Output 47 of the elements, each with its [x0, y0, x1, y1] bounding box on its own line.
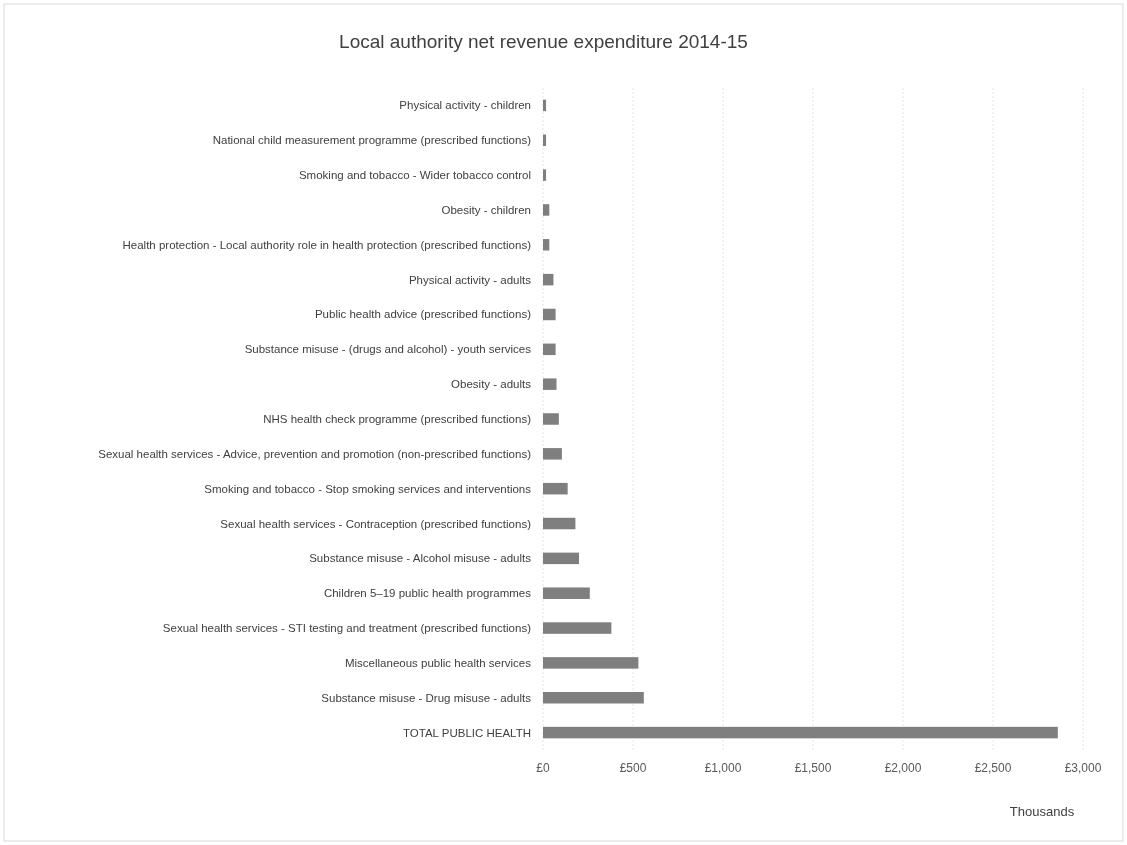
y-tick-label: Physical activity - children: [399, 99, 531, 112]
y-tick-label: Substance misuse - (drugs and alcohol) - youth services: [244, 343, 532, 356]
x-tick-label: £2,500: [974, 761, 1012, 775]
bar: [543, 204, 550, 216]
y-tick-label: Miscellaneous public health services: [344, 656, 532, 669]
bar: [543, 413, 559, 425]
bar: [543, 622, 612, 634]
bar: [543, 657, 639, 669]
y-tick-label: Substance misuse - Drug misuse - adults: [321, 691, 532, 704]
y-tick-label: Public health advice (prescribed functions): [314, 308, 532, 321]
y-tick-label: Sexual health services - Contraception (prescribed functions): [220, 517, 532, 530]
x-tick-label: £2,000: [884, 761, 922, 775]
y-tick-label: Sexual health services - Advice, prevention and promotion (non-prescribed functions): [98, 447, 532, 460]
bar: [543, 726, 1058, 739]
bar: [543, 378, 557, 390]
bar: [543, 482, 568, 495]
bar: [543, 448, 562, 460]
y-tick-label: Smoking and tobacco - Stop smoking services and interventions: [204, 482, 532, 495]
bar: [543, 517, 576, 530]
x-axis-title: Thousands: [1009, 804, 1075, 819]
y-tick-label: Smoking and tobacco - Wider tobacco control: [298, 169, 531, 182]
y-tick-label: Substance misuse - Alcohol misuse - adults: [309, 552, 532, 565]
bar: [543, 552, 579, 565]
x-tick-label: £3,000: [1064, 761, 1102, 775]
bar: [543, 134, 547, 147]
bar: [543, 169, 547, 181]
bar: [543, 587, 590, 599]
y-tick-label: NHS health check programme (prescribed functions): [263, 413, 532, 426]
bar: [543, 99, 547, 112]
y-tick-label: Sexual health services - STI testing and treatment (prescribed functions): [162, 622, 532, 635]
y-tick-label: Physical activity - adults: [408, 273, 532, 286]
y-tick-label: Health protection - Local authority role in health protection (prescribed functions): [122, 238, 532, 251]
y-tick-label: Obesity - children: [441, 203, 531, 216]
y-tick-label: TOTAL PUBLIC HEALTH: [402, 726, 531, 739]
y-tick-label: Obesity - adults: [451, 378, 532, 391]
y-tick-label: Children 5–19 public health programmes: [323, 587, 532, 600]
y-tick-label: National child measurement programme (prescribed functions): [212, 134, 532, 147]
x-tick-label: £500: [619, 761, 647, 775]
bar: [543, 691, 644, 704]
bar: [543, 239, 550, 251]
x-tick-label: £1,500: [794, 761, 832, 775]
chart-title: Local authority net revenue expenditure 2014-15: [339, 31, 748, 52]
bar: [543, 273, 554, 286]
bar: [543, 308, 556, 321]
bar: [543, 343, 556, 356]
x-tick-label: £1,000: [704, 761, 742, 775]
x-tick-label: £0: [536, 761, 550, 775]
